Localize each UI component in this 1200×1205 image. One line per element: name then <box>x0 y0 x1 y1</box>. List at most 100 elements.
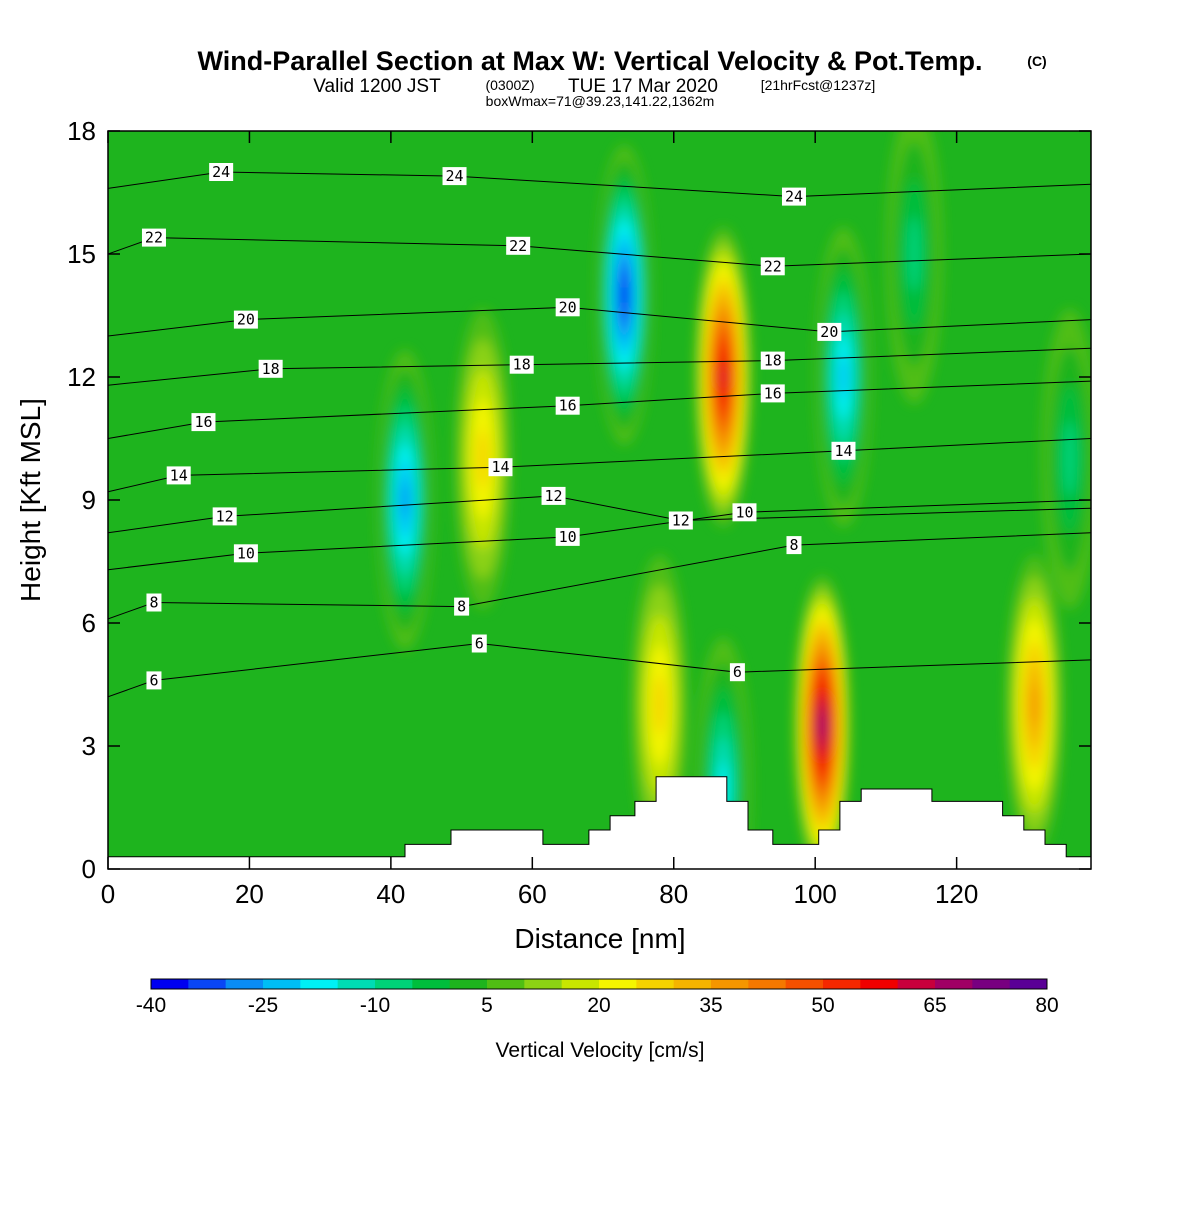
contour-label-box <box>191 413 216 432</box>
contour-label-box <box>471 634 487 653</box>
x-tick-label: 40 <box>376 879 405 909</box>
contour-label: 12 <box>545 487 563 505</box>
contour-label-box <box>555 527 580 546</box>
contour-label: 14 <box>834 442 852 460</box>
velocity-band-8-6 <box>1030 683 1039 727</box>
colorbar-tick-label: 65 <box>923 994 946 1017</box>
contour-labels: 24 24 24 22 22 22 20 20 20 18 18 18 16 16 16 14 14 14 12 12… <box>141 163 856 690</box>
velocity-band-6-4 <box>654 675 666 735</box>
contour-label-box <box>555 298 580 317</box>
colorbar-swatch <box>935 979 973 989</box>
contour-label-box <box>166 466 191 485</box>
colorbar-swatch <box>711 979 749 989</box>
contour-label: 8 <box>149 594 158 612</box>
contour-label-box <box>668 511 693 530</box>
contour-label: 8 <box>457 598 466 616</box>
colorbar-swatch <box>860 979 899 989</box>
contour-label-box <box>488 458 513 477</box>
contour-label-box <box>786 536 802 555</box>
colorbar-swatch <box>375 979 413 989</box>
chart-title: Wind-Parallel Section at Max W: Vertical… <box>198 46 983 76</box>
y-tick-label: 15 <box>67 239 96 269</box>
contour-label: 6 <box>475 635 484 653</box>
x-tick-label: 120 <box>935 879 978 909</box>
terrain <box>108 776 1091 869</box>
x-tick-label: 80 <box>659 879 688 909</box>
vertical-velocity-field <box>377 131 1091 869</box>
contour-label-box <box>233 310 258 329</box>
y-axis-label: Height [Kft MSL] <box>15 398 46 602</box>
contour-label-box <box>209 163 234 181</box>
contour-label: 22 <box>764 257 782 275</box>
colorbar-swatch <box>1009 979 1048 989</box>
velocity-band-4-6 <box>839 355 848 399</box>
x-tick-label: 60 <box>518 879 547 909</box>
contour-label: 16 <box>194 413 212 431</box>
box-wmax-info: boxWmax=71@39.23,141.22,1362m <box>486 93 715 109</box>
contour-label-box <box>141 228 166 247</box>
contour-label: 24 <box>212 163 230 181</box>
contour-label: 8 <box>789 536 798 554</box>
contour-label: 12 <box>672 512 690 530</box>
valid-time-jst: Valid 1200 JST <box>313 76 441 97</box>
colorbar-tick-label: -10 <box>360 994 390 1017</box>
colorbar-swatch <box>188 979 227 989</box>
contour-label: 16 <box>559 397 577 415</box>
contour-label: 6 <box>733 663 742 681</box>
contour-label: 20 <box>237 311 255 329</box>
contour-label-box <box>454 597 470 616</box>
contour-label-box <box>146 593 162 612</box>
contour-label-box <box>509 355 534 374</box>
contour-label-box <box>729 663 745 682</box>
y-tick-label: 6 <box>82 608 96 638</box>
colorbar-tick-label: 20 <box>587 994 610 1017</box>
contour-label: 22 <box>509 237 527 255</box>
contour-label: 14 <box>170 466 188 484</box>
colorbar-tick-label: -25 <box>248 994 278 1017</box>
colorbar-swatch <box>748 979 787 989</box>
contour-label-box <box>258 359 283 378</box>
contour-label: 10 <box>735 503 753 521</box>
contour-label-box <box>817 322 842 341</box>
contour-label-box <box>831 441 856 460</box>
colorbar-frame <box>150 978 1048 990</box>
colorbar-swatch <box>300 979 339 989</box>
colorbar-label: Vertical Velocity [cm/s] <box>496 1039 705 1062</box>
colorbar-tick-label: 50 <box>811 994 834 1017</box>
y-axis: 0 3 6 9 12 15 18 <box>67 116 1091 884</box>
colorbar-tick-label: 5 <box>481 994 493 1017</box>
colorbar-swatch <box>151 979 189 989</box>
colorbar-swatch <box>599 979 637 989</box>
contour-label: 18 <box>513 356 531 374</box>
colorbar-swatch <box>449 979 488 989</box>
contour-label-box <box>442 167 467 186</box>
colorbar-tick-label: -40 <box>136 994 166 1017</box>
y-tick-label: 18 <box>67 116 96 146</box>
contour-label: 18 <box>764 352 782 370</box>
contour-label-box <box>760 351 785 370</box>
colorbar-swatch <box>897 979 936 989</box>
contour-label: 22 <box>145 229 163 247</box>
forecast-info: [21hrFcst@1237z] <box>761 77 876 93</box>
contour-label-box <box>212 507 237 526</box>
x-tick-label: 0 <box>101 879 115 909</box>
contour-label-box <box>233 544 258 563</box>
contour-label: 24 <box>445 167 463 185</box>
contour-label-box <box>506 236 531 255</box>
velocity-band-1-4 <box>477 429 489 489</box>
colorbar-swatch <box>337 979 376 989</box>
colorbar-swatch <box>823 979 861 989</box>
colorbar-swatch <box>263 979 301 989</box>
velocity-band-2-9 <box>621 280 628 310</box>
plot-area: 24 24 24 22 22 22 20 20 20 18 18 18 16 16 16 14 14 14 12 12… <box>108 131 1091 869</box>
colorbar-swatch <box>636 979 675 989</box>
valid-date: TUE 17 Mar 2020 <box>568 76 718 97</box>
contour-label: 12 <box>216 507 234 525</box>
copyright-mark: (C) <box>1027 53 1046 69</box>
contour-label: 10 <box>559 528 577 546</box>
velocity-band-3-11 <box>720 364 726 390</box>
contour-label: 14 <box>491 458 509 476</box>
velocity-band-0-7 <box>401 481 409 519</box>
